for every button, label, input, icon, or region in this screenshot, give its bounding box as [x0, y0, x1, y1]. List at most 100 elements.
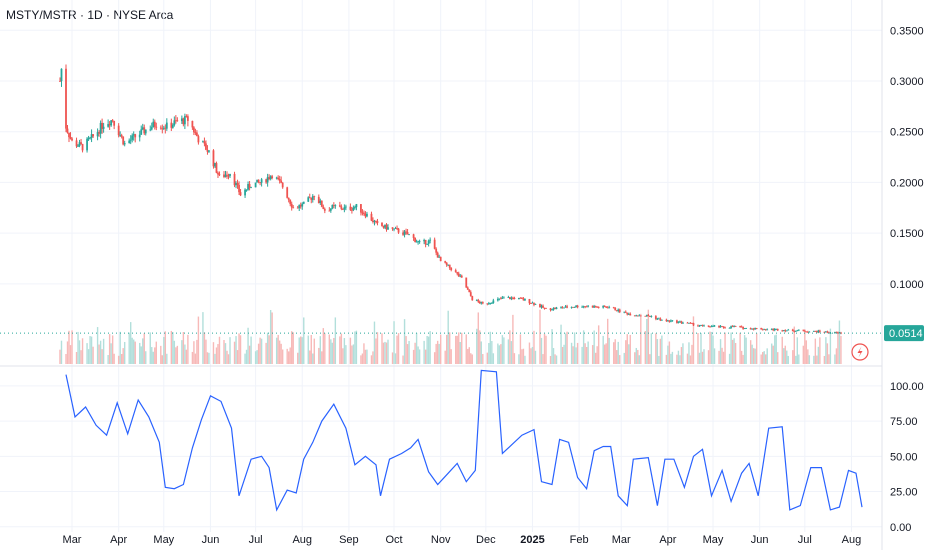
- volume-bar: [625, 340, 627, 364]
- volume-bar: [838, 320, 841, 364]
- volume-bar: [429, 331, 431, 364]
- lightning-button[interactable]: [851, 343, 869, 361]
- price-tick-label: 0.3000: [890, 76, 924, 88]
- candle-body: [682, 322, 684, 324]
- volume-bar: [224, 343, 227, 364]
- volume-bar: [69, 345, 72, 364]
- candle-body: [415, 241, 418, 243]
- volume-bar: [60, 340, 63, 364]
- volume-bar: [488, 343, 490, 364]
- volume-bar: [310, 334, 312, 364]
- candle-body: [340, 206, 343, 209]
- last-price-label: 0.0514: [884, 325, 924, 342]
- volume-bar: [260, 338, 263, 364]
- volume-bar: [87, 349, 90, 364]
- volume-bar: [163, 336, 165, 364]
- candle-body: [134, 134, 137, 138]
- candle-body: [566, 306, 568, 308]
- volume-bar: [176, 345, 179, 364]
- candle-body: [469, 292, 472, 297]
- candle-body: [665, 319, 668, 321]
- volume-bar: [99, 340, 102, 364]
- oscillator-line: [65, 369, 863, 512]
- volume-bar: [613, 342, 615, 364]
- candle-body: [214, 163, 216, 167]
- candle-body: [338, 205, 341, 207]
- volume-bar: [531, 346, 534, 364]
- candle-body: [626, 312, 629, 315]
- oscillator-pane: [65, 369, 863, 512]
- candle-body: [710, 326, 713, 328]
- chart-title: MSTY/MSTR · 1D · NYSE Arca: [6, 8, 174, 22]
- candle-body: [247, 184, 249, 190]
- candle-body: [92, 134, 94, 137]
- oscillator-axis[interactable]: 100.00 75.00 50.00 25.00 0.00: [890, 381, 924, 534]
- candle-body: [734, 326, 737, 327]
- volume-bar: [458, 332, 460, 364]
- candle-body: [507, 297, 510, 298]
- volume-bar: [629, 334, 631, 364]
- volume-bar: [795, 355, 797, 364]
- candle-body: [307, 197, 310, 202]
- volume-bar: [280, 343, 282, 364]
- candle-body: [797, 329, 800, 331]
- candle-body: [183, 116, 186, 125]
- candle-body: [594, 306, 597, 307]
- volume-bar: [248, 345, 251, 364]
- volume-bar: [461, 332, 463, 364]
- candle-body: [223, 174, 225, 178]
- volume-bar: [266, 332, 269, 364]
- volume-bar: [319, 336, 321, 364]
- volume-bar: [143, 333, 145, 364]
- candle-body: [593, 306, 596, 308]
- candle-body: [393, 228, 395, 230]
- volume-bar: [254, 351, 257, 364]
- volume-bar: [110, 343, 112, 364]
- price-axis[interactable]: 0.3500 0.3000 0.2500 0.2000 0.1500 0.1000: [890, 25, 924, 291]
- candle-body: [227, 175, 230, 177]
- candle-body: [402, 232, 404, 235]
- volume-bar: [647, 309, 650, 364]
- time-tick-label: Jul: [798, 534, 812, 546]
- volume-bar: [573, 332, 576, 364]
- candle-body: [86, 138, 88, 151]
- volume-bar: [391, 352, 394, 364]
- volume-bar: [539, 309, 541, 364]
- volume-bar: [423, 340, 425, 364]
- candle-body: [384, 224, 386, 228]
- time-axis[interactable]: Mar Apr May Jun Jul Aug Sep Oct Nov Dec 2025 Feb Mar…: [63, 534, 862, 546]
- candle-body: [460, 275, 463, 278]
- volume-bar: [217, 344, 219, 364]
- candle-body: [647, 315, 650, 317]
- candle-body: [502, 297, 505, 299]
- volume-bar: [415, 332, 418, 364]
- candle-body: [481, 302, 484, 304]
- candle-body: [344, 206, 347, 208]
- candle-body: [180, 118, 183, 122]
- volume-bar: [328, 334, 331, 364]
- candle-body: [122, 136, 125, 145]
- candle-body: [182, 118, 185, 125]
- candle-body: [448, 264, 451, 268]
- candle-body: [770, 328, 773, 330]
- volume-bar: [361, 353, 364, 364]
- candle-body: [623, 311, 626, 313]
- candle-body: [265, 179, 268, 183]
- volume-bar: [540, 337, 543, 364]
- price-candles: [59, 64, 842, 335]
- candle-body: [376, 221, 379, 223]
- candle-body: [826, 331, 829, 333]
- candle-body: [751, 328, 754, 330]
- volume-bar: [412, 349, 415, 364]
- candle-body: [310, 197, 313, 200]
- volume-bar: [455, 335, 457, 364]
- volume-bar: [140, 346, 142, 364]
- candle-body: [197, 136, 200, 143]
- volume-bar: [309, 350, 311, 364]
- candle-body: [814, 330, 817, 332]
- volume-bar: [477, 312, 479, 364]
- candle-body: [712, 325, 714, 327]
- candle-body: [444, 261, 447, 263]
- candle-body: [644, 315, 647, 317]
